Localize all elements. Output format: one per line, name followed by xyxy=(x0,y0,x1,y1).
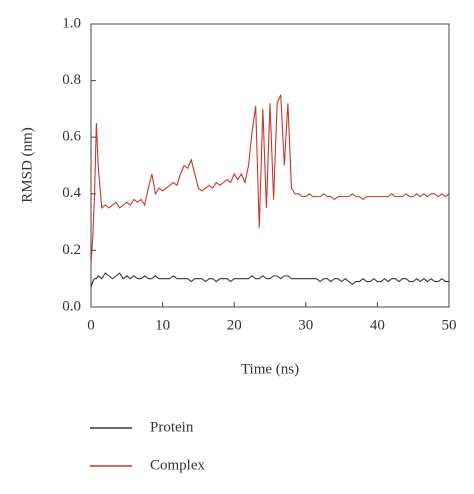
x-tick-label: 30 xyxy=(298,317,313,333)
y-tick-label: 0.8 xyxy=(62,72,81,88)
x-axis-label: Time (ns) xyxy=(241,361,299,377)
plot-frame xyxy=(90,23,450,308)
y-tick-label: 1.0 xyxy=(62,15,81,31)
y-tick-label: 0.4 xyxy=(62,185,81,201)
x-tick-label: 50 xyxy=(442,317,457,333)
y-axis-label: RMSD (nm) xyxy=(19,127,35,202)
series-line xyxy=(90,94,450,265)
legend-label: Complex xyxy=(150,457,205,473)
y-tick-label: 0.6 xyxy=(62,129,81,145)
x-tick-label: 10 xyxy=(155,317,170,333)
y-tick-label: 0.0 xyxy=(62,298,81,314)
x-tick-label: 20 xyxy=(227,317,242,333)
x-tick-label: 0 xyxy=(87,317,95,333)
x-tick-label: 40 xyxy=(370,317,385,333)
legend-label: Protein xyxy=(150,419,194,435)
series-line xyxy=(90,272,449,288)
y-tick-label: 0.2 xyxy=(62,242,81,258)
